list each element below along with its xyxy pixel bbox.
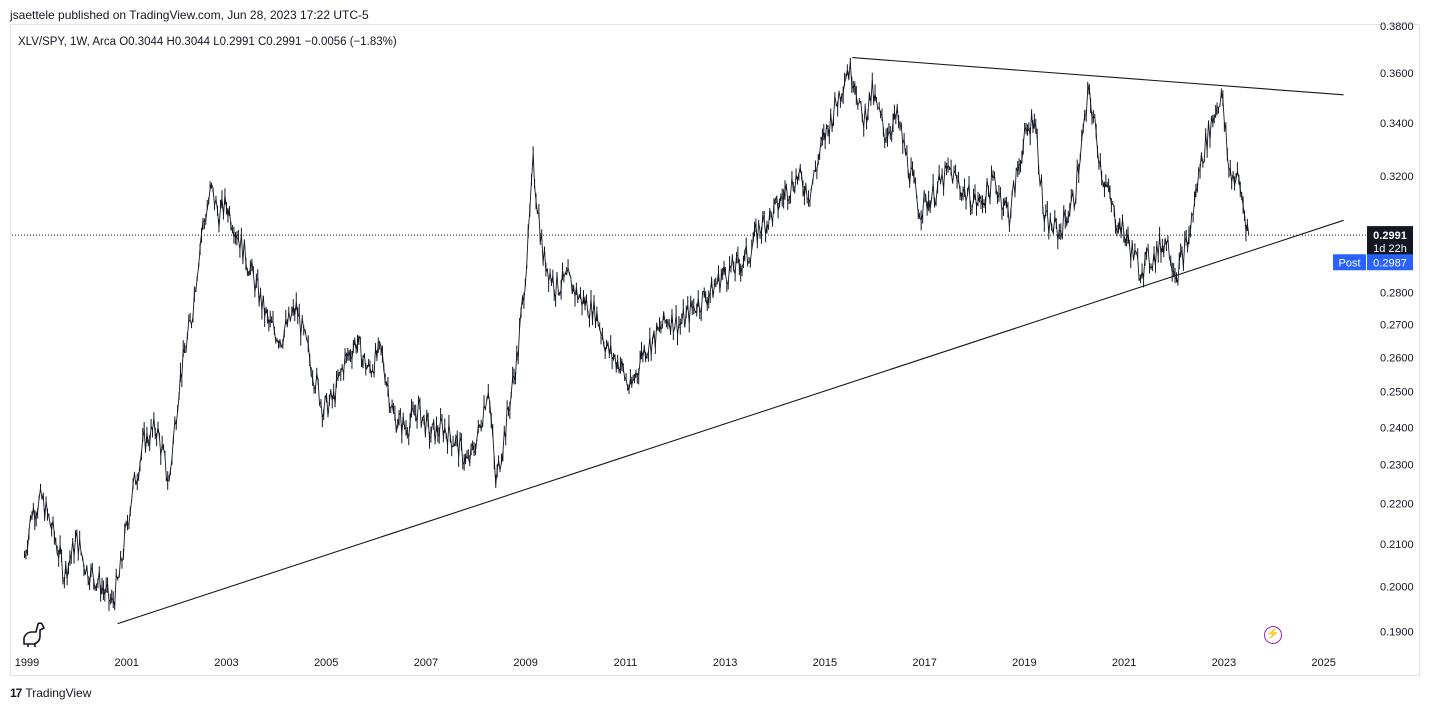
y-tick-label: 0.2500 (1380, 387, 1414, 399)
y-tick-label: 0.2100 (1380, 539, 1414, 551)
x-tick-label: 2011 (614, 657, 638, 669)
x-tick-label: 2013 (713, 657, 737, 669)
x-tick-label: 1999 (15, 657, 39, 669)
y-tick-label: 0.2000 (1380, 582, 1414, 594)
y-tick-label: 0.2200 (1380, 498, 1414, 510)
x-tick-label: 2001 (114, 657, 138, 669)
trendline-upper (852, 57, 1344, 96)
brand-name: TradingView (25, 686, 92, 700)
dino-icon[interactable] (20, 620, 48, 648)
x-tick-label: 2007 (414, 657, 438, 669)
y-tick-label: 0.2800 (1380, 288, 1414, 300)
trendlines (117, 57, 1344, 625)
y-tick-label: 0.3200 (1380, 171, 1414, 183)
last-price-badge (1367, 226, 1413, 256)
price-series (23, 57, 1250, 612)
symbol-ohlc-legend: XLV/SPY, 1W, Arca O0.3044 H0.3044 L0.299… (18, 36, 397, 48)
x-tick-label: 2003 (214, 657, 238, 669)
y-tick-label: 0.2300 (1380, 460, 1414, 472)
tradingview-logo-icon: 17 (10, 686, 22, 700)
footer: 17 TradingView (10, 686, 91, 700)
x-tick-label: 2019 (1012, 657, 1036, 669)
lightning-icon[interactable]: ⚡ (1264, 626, 1282, 644)
chart-frame (10, 24, 1420, 676)
price-line (24, 61, 1250, 606)
post-label-badge (1333, 254, 1366, 271)
y-tick-label: 0.3400 (1380, 118, 1414, 130)
time-axis: 1999 2001 2003 2005 2007 2009 2011 2013 2015 2017… (15, 657, 1336, 669)
post-value-badge (1367, 254, 1413, 271)
x-tick-label: 2023 (1212, 657, 1236, 669)
y-tick-label: 0.3600 (1380, 68, 1414, 80)
x-tick-label: 2025 (1311, 657, 1335, 669)
x-tick-label: 2017 (912, 657, 936, 669)
price-axis: 0.3800 0.3600 0.3400 0.3200 0.2800 0.2700 0.26… (1380, 21, 1414, 638)
x-tick-label: 2009 (513, 657, 537, 669)
y-tick-label: 0.1900 (1380, 626, 1414, 638)
last-price-value: 0.2991 (1373, 230, 1407, 242)
trendline-lower (117, 219, 1344, 625)
y-tick-label: 0.3800 (1380, 21, 1414, 33)
y-tick-label: 0.2600 (1380, 352, 1414, 364)
y-tick-label: 0.2400 (1380, 422, 1414, 434)
x-tick-label: 2005 (314, 657, 338, 669)
countdown-label: 1d 22h (1373, 243, 1407, 255)
publisher-line: jsaettele published on TradingView.com, … (10, 8, 369, 22)
x-tick-label: 2015 (813, 657, 837, 669)
y-tick-label: 0.2700 (1380, 319, 1414, 331)
post-value: 0.2987 (1373, 257, 1407, 269)
post-label: Post (1338, 257, 1360, 269)
x-tick-label: 2021 (1112, 657, 1136, 669)
